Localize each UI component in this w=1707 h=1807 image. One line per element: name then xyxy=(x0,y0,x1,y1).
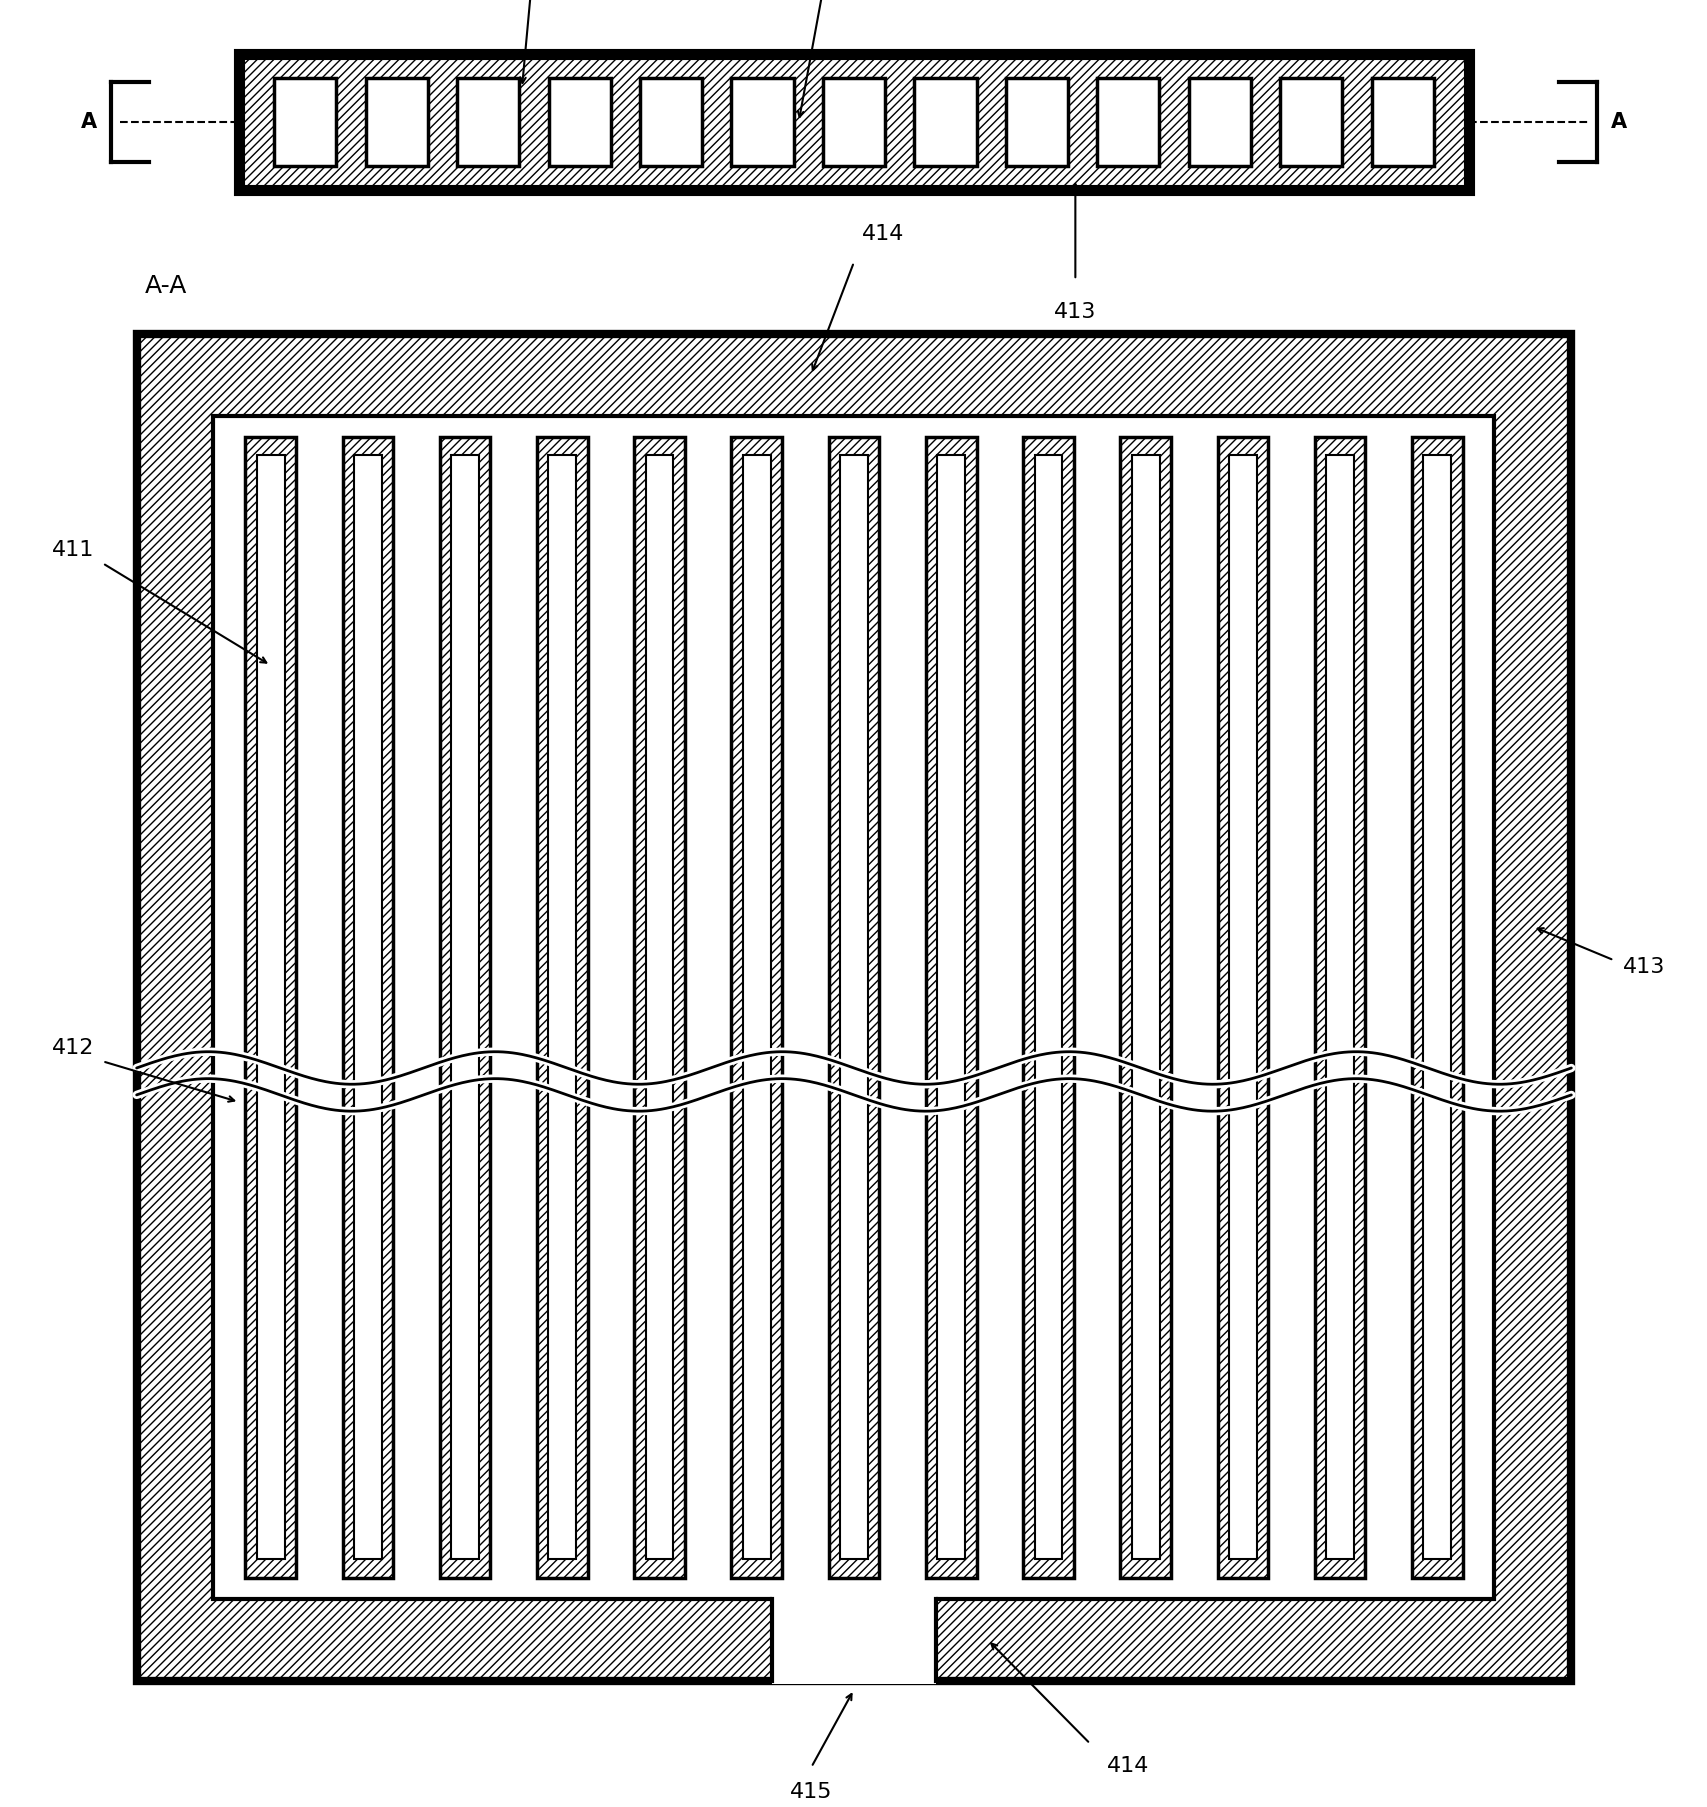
Bar xyxy=(246,437,295,1578)
Bar xyxy=(246,437,295,1578)
Bar xyxy=(548,78,611,166)
Bar xyxy=(1314,437,1364,1578)
Bar xyxy=(823,78,884,166)
Bar xyxy=(645,455,673,1559)
Bar xyxy=(913,78,976,166)
Bar xyxy=(1412,437,1461,1578)
Bar xyxy=(440,437,490,1578)
Bar xyxy=(343,437,393,1578)
Bar xyxy=(457,78,519,166)
Bar xyxy=(256,455,285,1559)
Text: A: A xyxy=(1610,112,1625,132)
Text: A: A xyxy=(82,112,97,132)
Bar xyxy=(1422,455,1451,1559)
Bar xyxy=(440,437,490,1578)
Bar xyxy=(239,54,1468,190)
Text: 411: 411 xyxy=(51,540,94,560)
Bar xyxy=(275,78,336,166)
Bar xyxy=(1422,455,1451,1559)
Bar xyxy=(1279,78,1342,166)
Bar xyxy=(731,78,794,166)
Bar xyxy=(536,437,587,1578)
Bar xyxy=(256,455,285,1559)
Bar xyxy=(743,455,770,1559)
Bar xyxy=(548,78,611,166)
Bar xyxy=(1188,78,1250,166)
Bar xyxy=(548,455,575,1559)
Bar xyxy=(925,437,976,1578)
Bar xyxy=(823,78,884,166)
Bar xyxy=(1371,78,1432,166)
Bar xyxy=(1325,455,1354,1559)
Bar xyxy=(353,455,382,1559)
Bar xyxy=(743,455,770,1559)
Bar xyxy=(913,78,976,166)
Bar xyxy=(1279,78,1342,166)
Bar xyxy=(137,334,1570,1681)
Bar xyxy=(1188,78,1250,166)
Bar xyxy=(1325,455,1354,1559)
Text: 413: 413 xyxy=(1622,958,1664,978)
Bar xyxy=(1022,437,1074,1578)
Bar xyxy=(828,437,879,1578)
Bar xyxy=(457,78,519,166)
Bar xyxy=(1022,437,1074,1578)
Bar xyxy=(137,334,1570,1681)
Bar xyxy=(731,78,794,166)
Bar xyxy=(640,78,702,166)
Bar xyxy=(937,455,964,1559)
Bar xyxy=(343,437,393,1578)
Bar xyxy=(548,455,575,1559)
Bar xyxy=(451,455,478,1559)
Bar xyxy=(828,437,879,1578)
Bar xyxy=(1314,437,1364,1578)
Bar xyxy=(365,78,428,166)
Bar xyxy=(1120,437,1171,1578)
Bar xyxy=(1229,455,1256,1559)
Bar xyxy=(772,1596,935,1684)
Bar xyxy=(640,78,702,166)
Bar xyxy=(937,455,964,1559)
Bar xyxy=(1217,437,1267,1578)
Bar xyxy=(1005,78,1067,166)
Bar xyxy=(1132,455,1159,1559)
Bar xyxy=(1005,78,1067,166)
Bar xyxy=(365,78,428,166)
Bar xyxy=(645,455,673,1559)
Text: A-A: A-A xyxy=(145,275,188,298)
Bar xyxy=(1217,437,1267,1578)
Text: 414: 414 xyxy=(1106,1756,1149,1776)
Bar xyxy=(536,437,587,1578)
Bar xyxy=(353,455,382,1559)
Text: 414: 414 xyxy=(860,224,903,244)
Bar xyxy=(731,437,782,1578)
Bar xyxy=(731,437,782,1578)
Bar xyxy=(239,54,1468,190)
Bar xyxy=(633,437,685,1578)
Bar xyxy=(1034,455,1062,1559)
Bar xyxy=(1120,437,1171,1578)
Bar xyxy=(213,416,1494,1599)
Text: 415: 415 xyxy=(790,1782,831,1802)
Bar xyxy=(1096,78,1159,166)
Bar xyxy=(633,437,685,1578)
Bar xyxy=(925,437,976,1578)
Text: 413: 413 xyxy=(1053,302,1096,322)
Bar xyxy=(1034,455,1062,1559)
Bar xyxy=(1096,78,1159,166)
Bar xyxy=(1229,455,1256,1559)
Bar xyxy=(213,416,1494,1599)
Bar xyxy=(840,455,867,1559)
Text: 412: 412 xyxy=(51,1037,94,1057)
Bar xyxy=(1371,78,1432,166)
Bar xyxy=(451,455,478,1559)
Bar xyxy=(1412,437,1461,1578)
Bar xyxy=(840,455,867,1559)
Bar xyxy=(1132,455,1159,1559)
Bar xyxy=(275,78,336,166)
